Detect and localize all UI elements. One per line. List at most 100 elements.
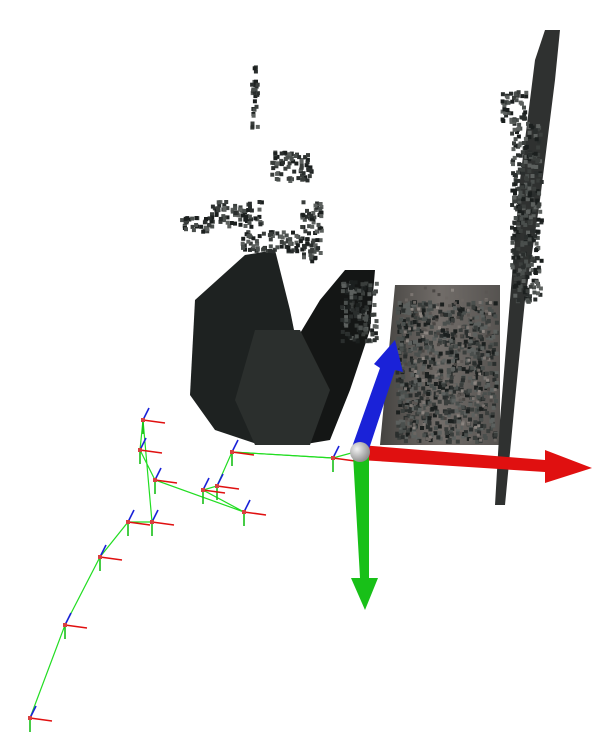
- point-voxel: [421, 334, 425, 338]
- point-voxel: [411, 401, 415, 405]
- point-voxel: [434, 315, 439, 320]
- camera-pose-frame[interactable]: [215, 473, 240, 500]
- point-voxel: [424, 374, 429, 379]
- point-voxel: [287, 152, 292, 157]
- gizmo-origin-sphere[interactable]: [350, 442, 370, 462]
- point-voxel: [413, 399, 418, 404]
- point-voxel: [479, 438, 483, 442]
- point-voxel: [247, 220, 252, 225]
- point-voxel: [421, 301, 426, 305]
- camera-pose-frame[interactable]: [242, 499, 267, 526]
- point-voxel: [363, 322, 368, 327]
- point-voxel: [476, 355, 481, 360]
- point-voxel: [412, 426, 416, 430]
- point-voxel: [477, 358, 482, 363]
- point-voxel: [459, 383, 464, 388]
- camera-pose-frame[interactable]: [28, 705, 53, 732]
- camera-pose-frame[interactable]: [150, 509, 175, 536]
- point-voxel: [243, 224, 248, 228]
- point-voxel: [435, 410, 440, 415]
- point-voxel: [259, 200, 264, 205]
- point-voxel: [474, 408, 479, 413]
- point-voxel: [504, 113, 509, 118]
- point-voxel: [342, 281, 347, 286]
- point-voxel: [248, 247, 252, 252]
- point-voxel: [539, 218, 544, 223]
- point-voxel: [537, 191, 542, 196]
- point-voxel: [423, 302, 428, 307]
- point-voxel: [456, 414, 460, 418]
- point-voxel: [459, 431, 463, 435]
- point-voxel: [493, 329, 498, 334]
- point-voxel: [318, 238, 323, 243]
- point-voxel: [372, 290, 377, 295]
- point-voxel: [490, 415, 495, 420]
- point-voxel: [530, 268, 535, 273]
- point-voxel: [494, 351, 499, 356]
- point-voxel: [472, 319, 476, 323]
- point-voxel: [374, 336, 379, 341]
- point-voxel: [227, 224, 232, 229]
- camera-pose-frame[interactable]: [230, 439, 255, 466]
- point-voxel: [362, 286, 367, 291]
- camera-pose-frame[interactable]: [331, 445, 356, 472]
- point-voxel: [468, 333, 471, 336]
- point-voxel: [524, 216, 529, 221]
- point-voxel: [466, 308, 470, 312]
- point-voxel: [318, 207, 323, 211]
- point-voxel: [399, 317, 404, 322]
- point-voxel: [257, 234, 262, 239]
- point-voxel: [438, 326, 441, 330]
- point-voxel: [268, 244, 273, 249]
- point-voxel: [469, 352, 474, 357]
- point-voxel: [370, 312, 375, 317]
- camera-pose-frame[interactable]: [126, 509, 151, 536]
- point-voxel: [477, 321, 481, 326]
- point-voxel: [524, 259, 529, 264]
- point-voxel: [414, 406, 418, 411]
- point-voxel: [530, 193, 535, 198]
- point-voxel: [447, 400, 452, 405]
- point-voxel: [218, 216, 223, 221]
- point-voxel: [368, 287, 373, 292]
- point-voxel: [294, 161, 299, 166]
- point-voxel: [460, 389, 464, 393]
- point-voxel: [410, 293, 414, 297]
- point-voxel: [451, 398, 456, 403]
- gizmo-z-axis[interactable]: [352, 340, 403, 452]
- point-voxel: [302, 255, 306, 260]
- camera-pose-frame[interactable]: [153, 467, 178, 494]
- point-voxel: [533, 133, 538, 138]
- camera-pose-frame[interactable]: [138, 437, 163, 464]
- point-voxel: [425, 425, 430, 430]
- point-voxel: [535, 189, 540, 193]
- point-voxel: [416, 410, 421, 415]
- point-voxel: [514, 98, 519, 103]
- point-voxel: [479, 306, 484, 311]
- gizmo-x-axis[interactable]: [360, 445, 592, 483]
- point-voxel: [352, 289, 357, 294]
- point-voxel: [432, 289, 436, 293]
- camera-pose-frame[interactable]: [201, 477, 226, 504]
- point-voxel: [427, 401, 432, 406]
- point-voxel: [536, 178, 541, 183]
- gizmo-y-axis[interactable]: [351, 455, 378, 610]
- point-voxel: [528, 254, 533, 259]
- point-voxel: [350, 300, 355, 305]
- point-voxel: [446, 373, 451, 378]
- transform-gizmo[interactable]: [350, 340, 592, 610]
- point-voxel: [368, 283, 373, 288]
- point-voxel: [300, 247, 305, 252]
- point-voxel: [474, 388, 479, 393]
- camera-pose-frame[interactable]: [141, 407, 166, 434]
- point-voxel: [396, 423, 401, 428]
- camera-pose-frame[interactable]: [63, 612, 88, 639]
- point-voxel: [283, 150, 288, 155]
- point-voxel: [424, 339, 429, 344]
- point-voxel: [438, 338, 443, 343]
- point-voxel: [475, 347, 480, 352]
- point-voxel: [472, 361, 477, 366]
- point-voxel: [514, 199, 519, 204]
- camera-pose-frame[interactable]: [98, 544, 123, 571]
